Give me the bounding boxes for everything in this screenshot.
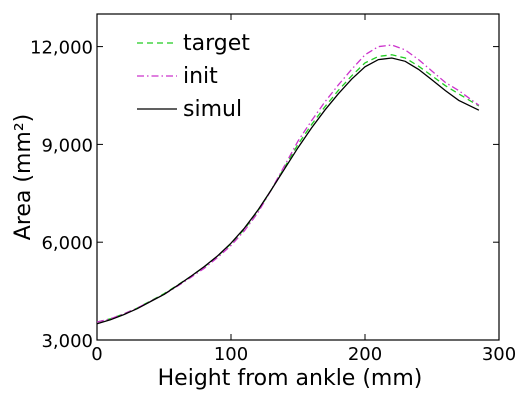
plot-frame bbox=[96, 13, 500, 341]
y-tick-label: 12,000 bbox=[30, 38, 93, 59]
y-tick-label: 3,000 bbox=[41, 331, 93, 352]
series-line-init bbox=[96, 44, 480, 323]
series-line-simul bbox=[96, 57, 480, 325]
y-tick-label: 6,000 bbox=[41, 233, 93, 254]
x-tick-label: 300 bbox=[482, 344, 516, 365]
legend-label-simul: simul bbox=[183, 97, 242, 122]
series-line-target bbox=[96, 54, 480, 323]
legend-label-target: target bbox=[183, 31, 250, 56]
x-tick-label: 200 bbox=[348, 344, 382, 365]
legend: target init simul bbox=[137, 31, 250, 122]
legend-label-init: init bbox=[183, 64, 218, 89]
y-tick-label: 9,000 bbox=[41, 135, 93, 156]
y-axis-label: Area (mm²) bbox=[11, 114, 36, 240]
x-tick-label: 0 bbox=[91, 344, 102, 365]
x-tick-label: 100 bbox=[214, 344, 248, 365]
x-axis-label: Height from ankle (mm) bbox=[158, 366, 423, 391]
series-layer bbox=[96, 44, 480, 325]
axis-ticks: 0 100 200 300 3,000 6,000 9,000 12,000 bbox=[30, 14, 516, 365]
